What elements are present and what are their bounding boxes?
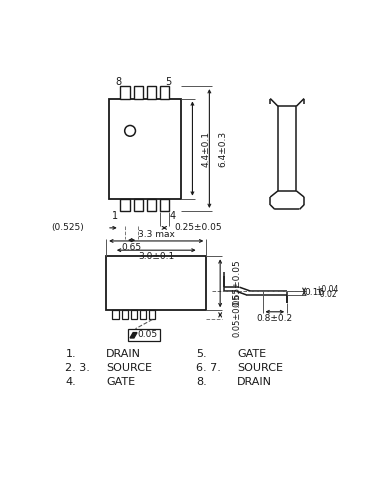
Bar: [109, 98, 181, 198]
Text: SOURCE: SOURCE: [237, 363, 283, 373]
Text: 4.: 4.: [65, 377, 76, 387]
Polygon shape: [130, 332, 137, 338]
Text: SOURCE: SOURCE: [106, 363, 152, 373]
Text: 0.05: 0.05: [138, 330, 158, 340]
Bar: [140, 310, 146, 320]
Text: 6. 7.: 6. 7.: [196, 363, 221, 373]
Bar: [133, 86, 143, 99]
Text: GATE: GATE: [106, 377, 135, 387]
Text: (0.525): (0.525): [51, 224, 84, 232]
Bar: [120, 198, 130, 211]
Text: 4.4±0.1: 4.4±0.1: [202, 130, 211, 166]
Bar: [106, 256, 206, 310]
Text: 0.25±0.05: 0.25±0.05: [174, 224, 222, 232]
Text: 5.: 5.: [196, 349, 207, 359]
Text: +0.04: +0.04: [315, 285, 339, 294]
Text: 1.: 1.: [65, 349, 76, 359]
Text: 4: 4: [170, 210, 176, 220]
Text: -0.02: -0.02: [317, 290, 337, 300]
Text: 2. 3.: 2. 3.: [65, 363, 90, 373]
Text: 0.8±0.2: 0.8±0.2: [257, 314, 293, 323]
Bar: [160, 198, 169, 211]
Bar: [133, 198, 143, 211]
Text: 3.0±0.1: 3.0±0.1: [138, 252, 174, 261]
Text: 6.4±0.3: 6.4±0.3: [219, 130, 228, 166]
Bar: [160, 86, 169, 99]
Bar: [147, 86, 156, 99]
Text: DRAIN: DRAIN: [237, 377, 272, 387]
Bar: [131, 310, 137, 320]
Bar: [278, 106, 296, 191]
Text: DRAIN: DRAIN: [106, 349, 141, 359]
Text: 0.65±0.05: 0.65±0.05: [233, 260, 242, 307]
Bar: [120, 86, 130, 99]
Text: 8: 8: [116, 76, 122, 86]
Text: 3.3 max: 3.3 max: [138, 230, 175, 238]
Bar: [149, 310, 155, 320]
Bar: [112, 310, 119, 320]
Text: 0.65: 0.65: [122, 242, 142, 252]
Text: 8.: 8.: [196, 377, 207, 387]
Bar: [128, 328, 160, 341]
Bar: [122, 310, 128, 320]
Bar: [147, 198, 156, 211]
Text: GATE: GATE: [237, 349, 266, 359]
Text: 5: 5: [165, 76, 171, 86]
Text: 0.16: 0.16: [305, 288, 325, 298]
Text: 0.05±0.05: 0.05±0.05: [233, 293, 242, 337]
Text: 1: 1: [112, 210, 118, 220]
